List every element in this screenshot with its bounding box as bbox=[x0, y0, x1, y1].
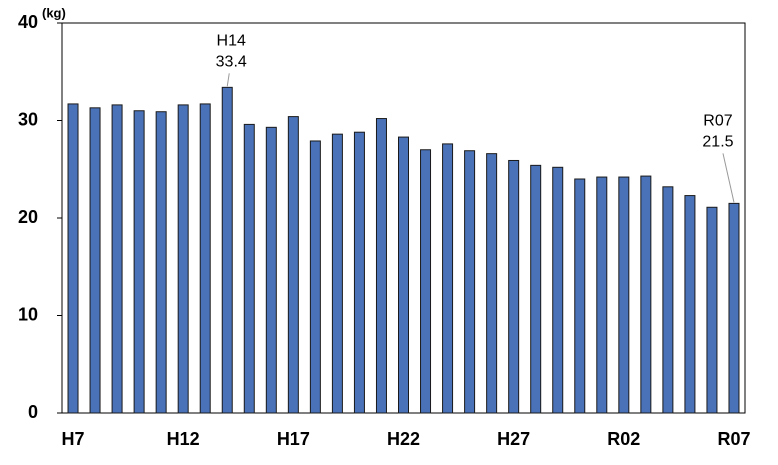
y-tick-label: 20 bbox=[18, 207, 38, 227]
bar bbox=[177, 104, 189, 414]
bar bbox=[728, 202, 740, 414]
x-tick-label: R02 bbox=[607, 429, 640, 449]
x-tick-label: H17 bbox=[277, 429, 310, 449]
x-tick-label: H27 bbox=[497, 429, 530, 449]
y-unit-label: (kg) bbox=[42, 5, 66, 20]
annotation: H14 bbox=[217, 33, 246, 50]
bar bbox=[375, 118, 387, 414]
leader-line bbox=[722, 153, 735, 203]
y-tick-label: 10 bbox=[18, 304, 38, 324]
bar bbox=[67, 103, 79, 414]
value-label: 33.4 bbox=[216, 54, 247, 71]
bar bbox=[552, 166, 564, 414]
bar bbox=[221, 86, 233, 414]
bar bbox=[574, 178, 586, 414]
bar bbox=[243, 123, 255, 414]
bar bbox=[398, 136, 409, 414]
x-tick-label: H12 bbox=[167, 429, 200, 449]
x-tick-label: H7 bbox=[62, 429, 85, 449]
bar bbox=[287, 116, 299, 414]
bar bbox=[442, 143, 454, 414]
bar bbox=[640, 175, 652, 414]
bar bbox=[508, 159, 520, 414]
y-tick-label: 0 bbox=[28, 402, 38, 422]
bar bbox=[111, 104, 123, 414]
bar bbox=[684, 195, 696, 414]
bar bbox=[530, 164, 542, 414]
bar bbox=[353, 131, 365, 414]
x-tick-label: H22 bbox=[387, 429, 420, 449]
bar bbox=[486, 153, 498, 414]
bar bbox=[309, 140, 321, 414]
bar bbox=[420, 149, 432, 414]
value-label: 21.5 bbox=[702, 134, 733, 151]
bar bbox=[596, 176, 608, 414]
bar bbox=[155, 111, 167, 414]
y-tick-label: 30 bbox=[18, 109, 38, 129]
leader-line bbox=[226, 73, 230, 87]
y-tick-label: 40 bbox=[18, 12, 38, 32]
bar bbox=[331, 133, 343, 414]
bar bbox=[706, 206, 718, 414]
bar bbox=[265, 126, 277, 414]
bar bbox=[464, 150, 476, 414]
bar bbox=[199, 103, 211, 414]
x-tick-label: R07 bbox=[717, 429, 750, 449]
annotation: R07 bbox=[703, 113, 732, 130]
bar bbox=[133, 110, 145, 414]
bar bbox=[662, 186, 674, 414]
bar bbox=[89, 107, 101, 414]
bar bbox=[618, 176, 630, 414]
